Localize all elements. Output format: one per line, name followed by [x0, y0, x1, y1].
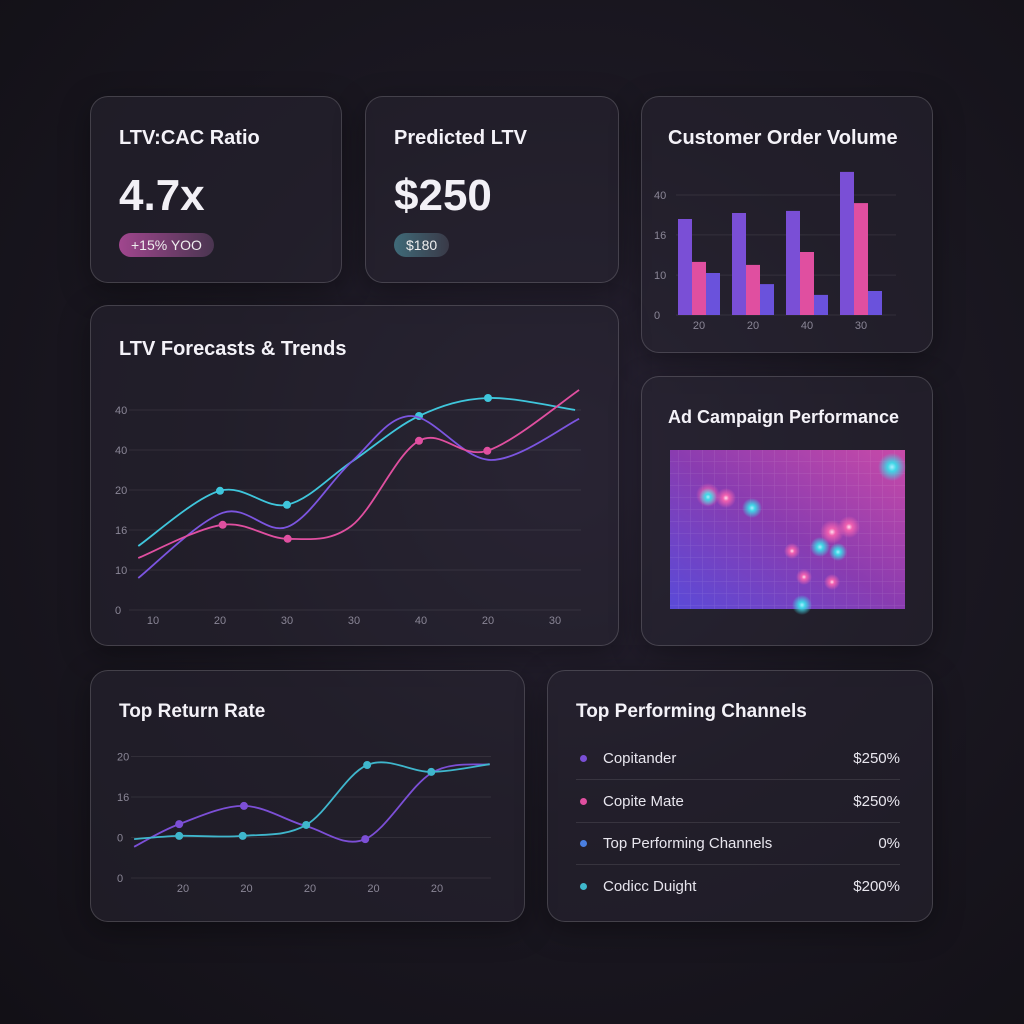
- channel-value: $250%: [853, 750, 900, 767]
- channel-dot-icon: [580, 883, 587, 890]
- y-tick-label: 0: [654, 310, 660, 322]
- data-point: [216, 486, 224, 495]
- x-tick-label: 20: [693, 320, 705, 332]
- channel-dot-icon: [580, 797, 587, 805]
- bar: [854, 203, 868, 315]
- bar: [746, 264, 760, 315]
- data-point: [175, 831, 184, 840]
- data-point: [414, 436, 423, 445]
- change-badge: +15% YOO: [119, 233, 214, 257]
- y-tick-label: 16: [654, 230, 666, 242]
- y-tick-label: 40: [115, 445, 127, 457]
- baseline-badge: $180: [394, 233, 450, 257]
- series-line-purple: [133, 763, 490, 848]
- heatmap-spots: [696, 453, 906, 615]
- y-tick-label: 20: [115, 485, 127, 497]
- channel-label: Top Performing Channels: [603, 835, 773, 852]
- y-tick-label: 0: [117, 873, 123, 885]
- bar: [692, 261, 706, 315]
- channel-label: Codicc Duight: [603, 878, 697, 895]
- x-tick-label: 40: [801, 320, 813, 332]
- y-tick-label: 10: [115, 565, 127, 577]
- data-point: [302, 820, 311, 829]
- card-title: Customer Order Volume: [668, 127, 898, 149]
- bar: [786, 210, 800, 315]
- y-tick-label: 0: [117, 833, 123, 845]
- card-title: Ad Campaign Performance: [668, 407, 900, 427]
- kpi-value: 4.7x: [119, 171, 205, 220]
- x-tick-label: 20: [214, 615, 226, 627]
- return-rate-card: Top Return Rate 0 0 16 20 20 20 20 20 20: [90, 670, 525, 922]
- x-tick-label: 30: [281, 615, 293, 627]
- data-point: [283, 500, 291, 509]
- channels-card: Top Performing Channels Copitander $250% C…: [547, 670, 933, 922]
- channel-row[interactable]: Copite Mate $250%: [576, 781, 900, 823]
- card-title: Predicted LTV: [394, 127, 527, 149]
- channel-row[interactable]: Top Performing Channels 0%: [576, 823, 900, 865]
- ad-campaign-card: Ad Campaign Performance: [641, 376, 933, 646]
- bar: [760, 284, 774, 315]
- ltv-cac-card: LTV:CAC Ratio 4.7x +15% YOO: [90, 96, 342, 283]
- forecast-card: LTV Forecasts & Trends 0 10 16 20 40 40 10 20 30…: [90, 305, 619, 646]
- x-tick-label: 20: [747, 320, 759, 332]
- x-tick-label: 40: [415, 615, 427, 627]
- order-volume-card: Customer Order Volume 0 10 16 40 20 20 40 30: [641, 96, 933, 353]
- data-point: [361, 835, 370, 844]
- data-point: [218, 520, 227, 529]
- channel-dot-icon: [580, 840, 587, 847]
- bar: [840, 171, 854, 315]
- kpi-value: $250: [394, 171, 492, 220]
- bar: [678, 219, 692, 315]
- x-tick-label: 20: [304, 883, 316, 895]
- x-tick-label: 20: [482, 615, 494, 627]
- card-title: LTV Forecasts & Trends: [119, 338, 347, 360]
- x-tick-label: 20: [177, 883, 189, 895]
- data-point: [427, 767, 436, 776]
- channel-row[interactable]: Copitander $250%: [576, 738, 900, 780]
- channel-dot-icon: [580, 755, 587, 762]
- x-tick-label: 20: [240, 883, 252, 895]
- channel-value: $200%: [853, 878, 900, 895]
- bar: [732, 213, 746, 315]
- x-tick-label: 20: [367, 883, 379, 895]
- bar: [814, 294, 828, 315]
- data-point: [283, 534, 292, 543]
- channel-label: Copitander: [603, 750, 677, 767]
- channel-value: $250%: [853, 792, 900, 810]
- y-tick-label: 10: [654, 270, 666, 282]
- x-tick-label: 30: [549, 615, 561, 627]
- predicted-ltv-card: Predicted LTV $250 $180: [365, 96, 619, 283]
- bar-chart: 0 10 16 40 20 20 40 30: [654, 171, 896, 332]
- y-tick-label: 0: [115, 605, 121, 617]
- x-tick-label: 30: [855, 320, 867, 332]
- y-tick-label: 40: [654, 190, 666, 202]
- y-tick-label: 40: [115, 405, 127, 417]
- x-tick-label: 20: [431, 883, 443, 895]
- card-title: Top Performing Channels: [576, 701, 807, 722]
- y-tick-label: 16: [117, 792, 129, 804]
- return-rate-line-chart: 0 0 16 20 20 20 20 20 20: [117, 752, 491, 895]
- bar: [706, 273, 720, 315]
- channel-row[interactable]: Codicc Duight $200%: [576, 866, 900, 908]
- channel-label: Copite Mate: [603, 792, 684, 810]
- series-line-purple: [137, 415, 580, 579]
- data-point: [175, 820, 184, 829]
- data-point: [238, 831, 247, 840]
- x-tick-label: 30: [348, 615, 360, 627]
- data-point: [484, 394, 492, 402]
- card-title: Top Return Rate: [119, 701, 266, 722]
- card-title: LTV:CAC Ratio: [119, 127, 260, 149]
- y-tick-label: 20: [117, 752, 129, 764]
- data-point: [239, 801, 248, 810]
- series-line-pink: [137, 389, 580, 559]
- x-tick-label: 10: [147, 615, 159, 627]
- data-point: [483, 446, 492, 455]
- bar: [800, 252, 814, 315]
- bar: [868, 291, 882, 315]
- y-tick-label: 16: [115, 525, 127, 537]
- data-point: [363, 761, 372, 770]
- forecast-line-chart: 0 10 16 20 40 40 10 20 30 30 40 20 30: [115, 389, 581, 627]
- campaign-heatmap: [670, 450, 906, 615]
- channel-value: 0%: [878, 835, 900, 852]
